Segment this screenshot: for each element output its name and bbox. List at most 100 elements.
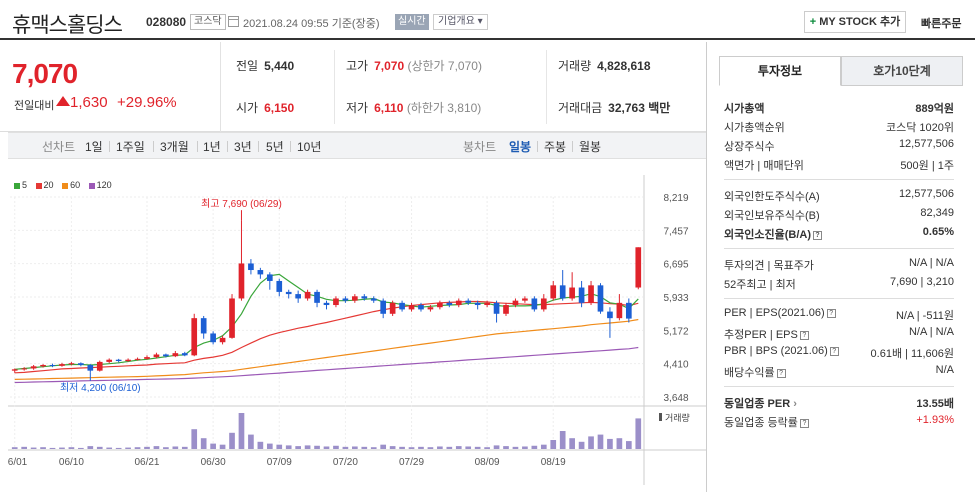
period-1y[interactable]: 1년	[203, 140, 221, 154]
candle-body	[106, 359, 113, 362]
help-icon[interactable]: ?	[813, 230, 822, 240]
candle-daily[interactable]: 일봉	[509, 140, 532, 154]
candle-body	[59, 364, 65, 366]
volume-bar	[323, 446, 330, 449]
candle-body	[125, 359, 131, 362]
x-tick-label: 06/01	[8, 457, 28, 468]
volume-bar	[238, 413, 245, 449]
candle-body	[285, 291, 292, 295]
candle-body	[323, 302, 330, 306]
stock-chart[interactable]: 5 20 60 120 8,219 7,457 6,695 5,933 5,172 4,4…	[2, 175, 706, 485]
volume-bar	[446, 446, 453, 449]
candle-body	[389, 302, 396, 314]
y-tick-label: 5,933	[663, 293, 688, 304]
candle-body	[200, 318, 207, 334]
help-icon[interactable]: ?	[776, 368, 786, 378]
x-tick-label: 06/10	[59, 457, 84, 468]
candle-body	[635, 247, 642, 288]
add-mystock-button[interactable]: + MY STOCK 추가	[804, 11, 906, 33]
candle-body	[96, 361, 103, 371]
candle-body	[248, 263, 254, 271]
price-change-percent: +29.96%	[117, 94, 177, 111]
y-tick-label: 5,172	[663, 326, 688, 337]
candle-body	[49, 364, 56, 366]
ma60-line	[14, 318, 639, 380]
volume-bar	[266, 443, 273, 449]
plus-icon: +	[809, 16, 820, 28]
realtime-button[interactable]: 실시간	[395, 14, 429, 30]
period-10y[interactable]: 10년	[297, 140, 322, 154]
candle-body	[493, 302, 500, 314]
volume-bar	[59, 447, 65, 449]
company-overview-dropdown[interactable]: 기업개요 ▾	[433, 14, 488, 30]
candle-body	[276, 280, 283, 292]
tab-investment-info[interactable]: 투자정보	[719, 56, 841, 86]
current-price: 7,070	[12, 58, 78, 89]
volume-bar	[540, 444, 547, 449]
volume-bar	[219, 444, 226, 449]
period-3y[interactable]: 3년	[234, 140, 252, 154]
volume-bar	[408, 447, 415, 449]
period-5y[interactable]: 5년	[266, 140, 284, 154]
candle-body	[588, 285, 594, 303]
help-icon[interactable]: ?	[799, 330, 809, 340]
volume-bar	[181, 446, 188, 449]
investment-info-panel: 투자정보 호가10단계 시가총액 889억원 시가총액순위 코스닥 1020위 상장…	[706, 42, 975, 492]
candle-body	[625, 302, 632, 319]
candle-monthly[interactable]: 월봉	[579, 140, 602, 154]
volume-bar	[569, 438, 575, 449]
foreign-limit-row: 외국인한도주식수(A) 12,577,506	[724, 188, 954, 203]
candle-body	[503, 305, 509, 314]
x-tick-label: 07/20	[333, 457, 358, 468]
chart-legend: 5 20 60 120	[14, 180, 118, 190]
candle-body	[68, 363, 75, 365]
volume-bar	[588, 436, 594, 449]
candle-body	[333, 298, 339, 306]
candle-body	[455, 300, 462, 306]
info-tabs: 투자정보 호가10단계	[719, 56, 963, 86]
legend-ma5: 5	[14, 180, 27, 190]
industry-per-row: 동일업종 PER › 13.55배	[724, 398, 954, 410]
candle-body	[87, 364, 94, 371]
candle-body	[238, 263, 245, 299]
volume-bar	[295, 446, 301, 449]
stock-code: 028080	[146, 15, 187, 29]
y-tick-label: 3,648	[663, 393, 688, 404]
pbr-bps-row: PBR | BPS (2021.06)? 0.61배 | 11,606원	[724, 345, 954, 360]
ma120-line	[14, 346, 639, 384]
tab-orderbook[interactable]: 호가10단계	[841, 56, 963, 86]
volume-bar	[484, 447, 490, 449]
help-icon[interactable]: ?	[826, 308, 836, 318]
candle-body	[78, 363, 84, 365]
chevron-right-icon[interactable]: ›	[790, 398, 797, 410]
volume-bar	[40, 447, 46, 449]
chart-period-bar: 선차트 1일 1주일 3개월 1년 3년 5년 10년 봉차트 일봉 주봉 월봉	[8, 132, 706, 159]
candle-body	[21, 368, 28, 370]
market-badge: 코스닥	[190, 14, 226, 30]
candle-body	[144, 357, 150, 359]
volume-bar	[474, 446, 481, 449]
candle-body	[115, 359, 122, 362]
candle-weekly[interactable]: 주봉	[544, 140, 567, 154]
stock-name: 휴맥스홀딩스	[12, 14, 123, 37]
volume-bar	[68, 447, 75, 449]
candle-body	[153, 354, 160, 358]
period-1w[interactable]: 1주일	[116, 140, 145, 154]
legend-ma20: 20	[35, 180, 54, 190]
quick-order-link[interactable]: 빠른주문	[921, 18, 962, 30]
help-icon[interactable]: ?	[829, 346, 839, 356]
period-1d[interactable]: 1일	[85, 140, 103, 154]
calendar-icon	[228, 16, 239, 27]
market-cap-rank-row: 시가총액순위 코스닥 1020위	[724, 122, 954, 134]
help-icon[interactable]: ?	[799, 418, 809, 428]
listed-shares-row: 상장주식수 12,577,506	[724, 138, 954, 153]
foreign-ratio-row: 외국인소진율(B/A)? 0.65%	[724, 226, 954, 241]
volume-bar	[427, 447, 434, 449]
volume-bar	[342, 446, 349, 449]
period-3m[interactable]: 3개월	[160, 140, 189, 154]
y-tick-label: 8,219	[663, 193, 688, 204]
candle-body	[163, 354, 169, 357]
price-summary: 7,070 전일대비 1,630 +29.96% 전일 5,440 고가 7,070…	[0, 42, 706, 132]
volume-bar	[370, 447, 377, 449]
candle-body	[484, 302, 490, 306]
